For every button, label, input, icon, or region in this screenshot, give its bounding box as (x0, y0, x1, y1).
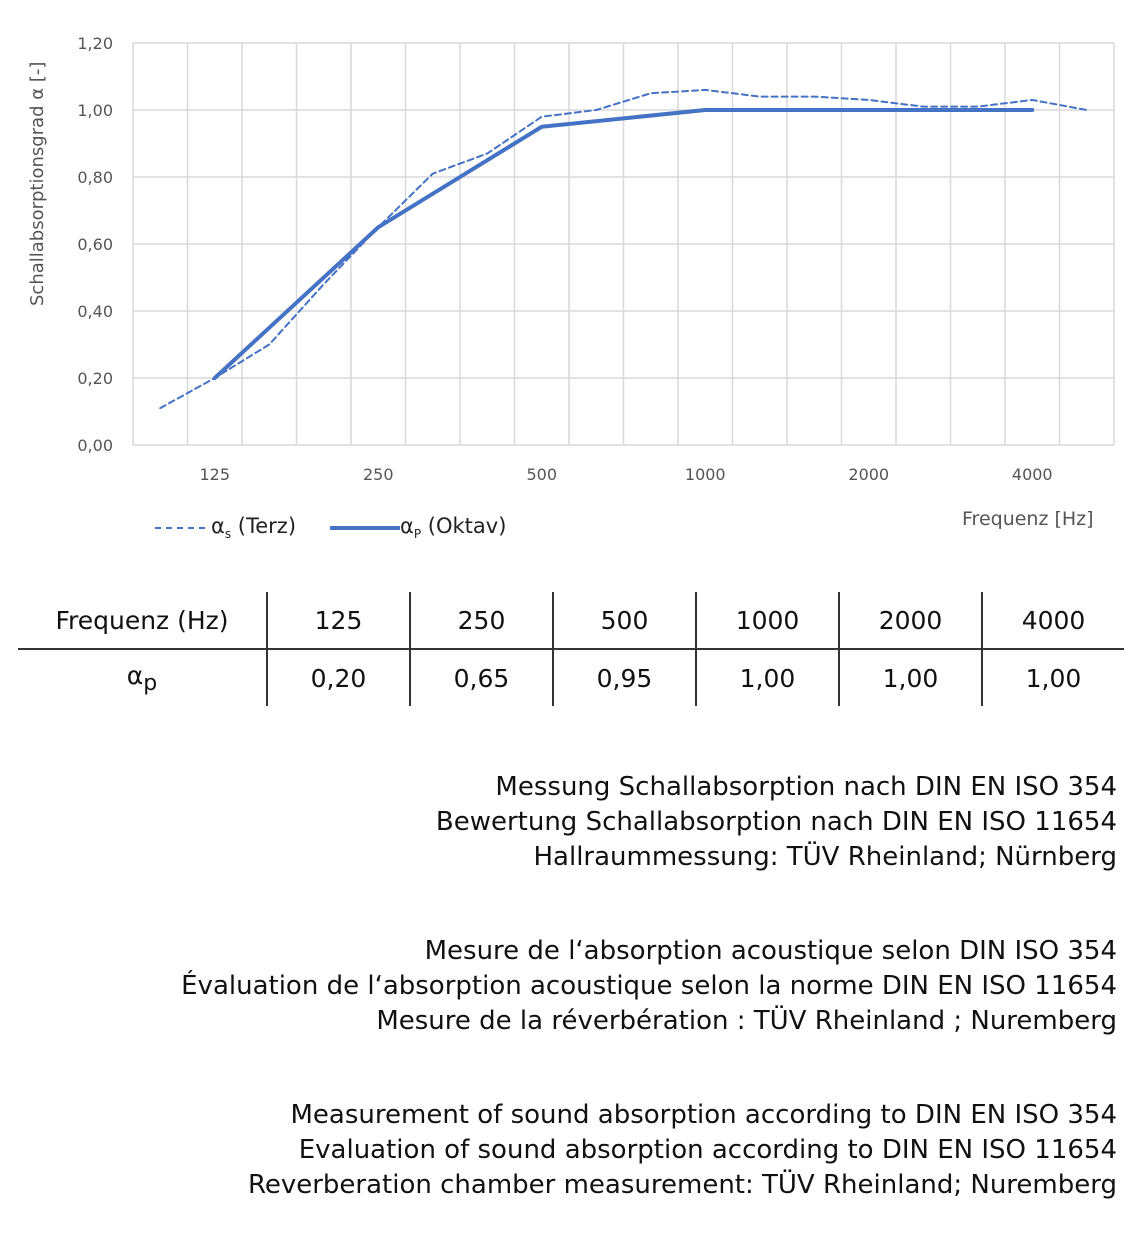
values-table: Frequenz (Hz) 125 250 500 1000 2000 4000… (18, 592, 1124, 706)
dashed-swatch (155, 526, 205, 529)
table-cell: 1000 (695, 592, 839, 650)
series-lines (159, 88, 1088, 410)
grid (132, 42, 1115, 446)
y-tick-label: 0,80 (77, 168, 113, 187)
row-label: αp (126, 660, 158, 696)
x-tick-label: 4000 (1012, 465, 1053, 484)
note-line: Evaluation of sound absorption according… (298, 1135, 1117, 1165)
x-tick-label: 125 (199, 465, 230, 484)
y-tick-label: 1,00 (77, 101, 113, 120)
table-row-alpha: αp 0,20 0,65 0,95 1,00 1,00 1,00 (18, 649, 1124, 706)
series-line-solid (212, 108, 1035, 380)
note-line: Mesure de la réverbération : TÜV Rheinla… (376, 1006, 1117, 1036)
table-row-frequency: Frequenz (Hz) 125 250 500 1000 2000 4000 (18, 592, 1124, 650)
table-header: Frequenz (Hz) (18, 592, 267, 650)
table-cell: 0,65 (409, 649, 553, 706)
y-tick-label: 0,40 (77, 302, 113, 321)
solid-swatch (330, 525, 401, 530)
notes-german: Messung Schallabsorption nach DIN EN ISO… (436, 770, 1117, 875)
y-tick-label: 0,60 (77, 235, 113, 254)
note-line: Reverberation chamber measurement: TÜV R… (247, 1170, 1117, 1200)
x-tick-label: 2000 (848, 465, 889, 484)
table-cell: 1,00 (695, 649, 839, 706)
series-line-dashed (159, 88, 1088, 410)
x-tick-labels: 125 250 500 1000 2000 4000 (199, 465, 1052, 484)
note-line: Évaluation de l‘absorption acoustique se… (181, 971, 1117, 1001)
table-cell: 500 (552, 592, 696, 650)
y-tick-label: 1,20 (77, 34, 113, 53)
y-tick-label: 0,20 (77, 369, 113, 388)
table-cell: 0,20 (266, 649, 410, 706)
notes-english: Measurement of sound absorption accordin… (248, 1098, 1117, 1203)
note-line: Messung Schallabsorption nach DIN EN ISO… (495, 772, 1117, 802)
absorption-chart: 0,00 0,20 0,40 0,60 0,80 1,00 1,20 125 250 500 10… (27, 34, 1115, 484)
notes-french: Mesure de l‘absorption acoustique selon … (181, 934, 1117, 1039)
legend-label: αs (Terz) (211, 514, 297, 542)
note-line: Hallraummessung: TÜV Rheinland; Nürnberg (533, 842, 1117, 872)
x-axis-title: Frequenz [Hz] (962, 508, 1094, 530)
table-cell: 125 (266, 592, 410, 650)
legend-label: αP (Oktav) (400, 514, 507, 542)
table-cell: 250 (409, 592, 553, 650)
y-tick-labels: 0,00 0,20 0,40 0,60 0,80 1,00 1,20 (77, 34, 113, 455)
legend-item-oktav: αP (Oktav) (330, 514, 506, 541)
note-line: Bewertung Schallabsorption nach DIN EN I… (435, 807, 1117, 837)
y-axis-title: Schallabsorptionsgrad α [-] (27, 62, 48, 306)
x-tick-label: 1000 (685, 465, 726, 484)
x-tick-label: 500 (526, 465, 557, 484)
legend: αs (Terz) αP (Oktav) (155, 514, 540, 541)
note-line: Measurement of sound absorption accordin… (290, 1100, 1118, 1130)
table-cell: 2000 (838, 592, 982, 650)
table-cell: 0,95 (552, 649, 696, 706)
table-cell: 1,00 (981, 649, 1124, 706)
legend-item-terz: αs (Terz) (155, 514, 296, 541)
x-tick-label: 250 (363, 465, 394, 484)
note-line: Mesure de l‘absorption acoustique selon … (424, 936, 1117, 966)
table-cell: 4000 (981, 592, 1124, 650)
y-tick-label: 0,00 (77, 436, 113, 455)
table-cell: 1,00 (838, 649, 982, 706)
